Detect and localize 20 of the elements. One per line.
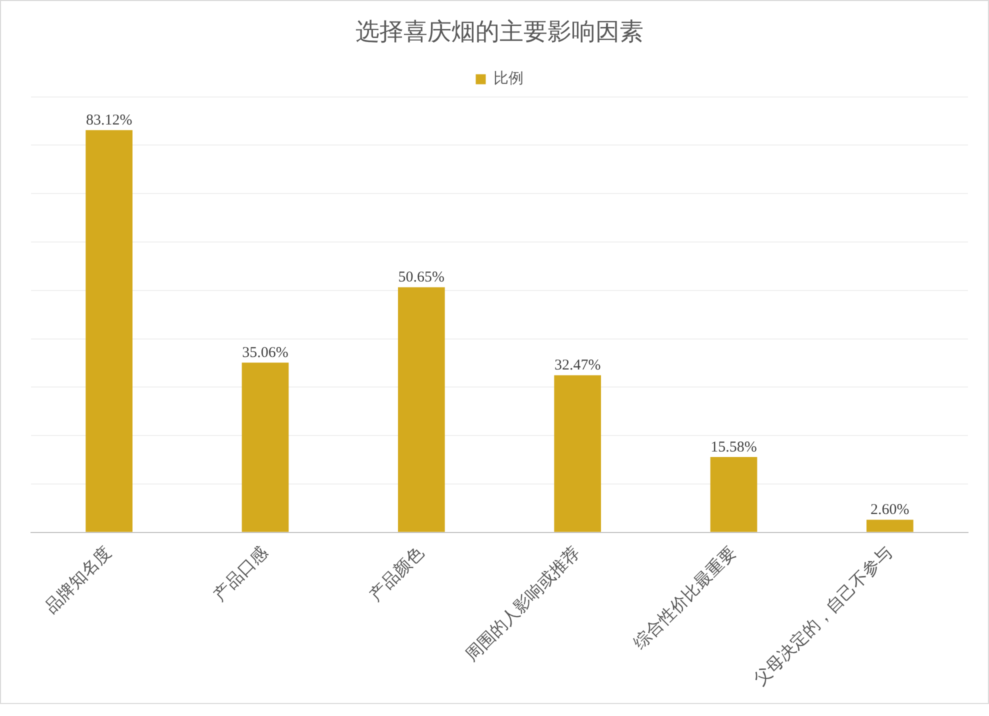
legend-label: 比例 (493, 69, 524, 88)
bar (86, 130, 133, 532)
data-label: 2.60% (870, 502, 910, 518)
x-tick-label: 产品颜色 (366, 543, 428, 606)
bar (554, 375, 602, 532)
data-label: 32.47% (554, 358, 601, 374)
x-tick-label: 周围的人影响或推荐 (462, 543, 584, 666)
bar (398, 287, 445, 532)
bar (242, 362, 289, 532)
x-tick-label: 父母决定的，自己不参与 (750, 543, 897, 690)
bar (710, 456, 758, 532)
x-tick-label: 产品口感 (210, 543, 272, 606)
x-tick-label: 品牌知名度 (42, 543, 116, 618)
data-label: 83.12% (86, 112, 132, 129)
data-label: 35.06% (242, 345, 288, 362)
chart-title: 选择喜庆烟的主要影响因素 (356, 18, 644, 46)
x-tick-label: 综合性价比最重要 (630, 543, 740, 654)
bar (866, 520, 914, 532)
data-label: 50.65% (398, 270, 445, 286)
data-label: 15.58% (710, 439, 757, 456)
